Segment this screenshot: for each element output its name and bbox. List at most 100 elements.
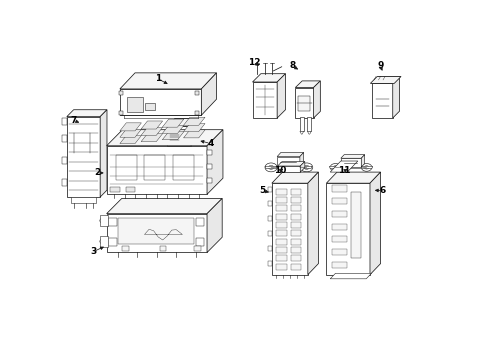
Circle shape — [300, 163, 312, 172]
Bar — [108, 219, 117, 226]
Polygon shape — [183, 117, 204, 125]
Polygon shape — [206, 177, 211, 183]
Polygon shape — [369, 172, 380, 275]
Bar — [122, 246, 128, 251]
Polygon shape — [329, 166, 372, 168]
Text: 3: 3 — [90, 247, 96, 256]
Bar — [276, 214, 286, 220]
Circle shape — [356, 255, 364, 261]
Polygon shape — [371, 84, 392, 118]
Bar — [119, 111, 123, 115]
Text: 8: 8 — [288, 62, 295, 71]
Polygon shape — [361, 155, 364, 167]
Bar — [290, 255, 301, 261]
Circle shape — [264, 163, 277, 172]
Bar — [331, 262, 346, 268]
Polygon shape — [295, 81, 320, 87]
Polygon shape — [371, 76, 399, 84]
Polygon shape — [106, 198, 222, 214]
Bar — [159, 246, 166, 251]
Polygon shape — [340, 158, 361, 167]
Polygon shape — [120, 123, 141, 131]
Bar — [125, 186, 135, 192]
Bar — [194, 111, 199, 115]
Circle shape — [78, 165, 89, 173]
Polygon shape — [307, 131, 311, 134]
Polygon shape — [106, 214, 206, 252]
Bar — [193, 246, 200, 251]
Bar — [276, 264, 286, 270]
Polygon shape — [141, 121, 163, 129]
Bar — [276, 189, 286, 195]
Polygon shape — [162, 132, 183, 140]
Circle shape — [361, 163, 371, 171]
Polygon shape — [62, 157, 67, 164]
Polygon shape — [329, 273, 371, 279]
Polygon shape — [120, 73, 216, 89]
Bar — [290, 247, 301, 253]
Polygon shape — [313, 81, 320, 118]
Polygon shape — [100, 215, 108, 226]
Polygon shape — [252, 74, 285, 82]
Bar — [276, 222, 286, 228]
Polygon shape — [127, 97, 142, 112]
Polygon shape — [106, 146, 206, 194]
Bar — [276, 247, 286, 253]
Polygon shape — [141, 134, 163, 142]
Polygon shape — [145, 103, 155, 110]
Bar — [119, 91, 123, 95]
Bar — [276, 255, 286, 261]
Polygon shape — [62, 118, 67, 125]
Bar — [350, 192, 360, 258]
Bar — [276, 205, 286, 211]
Polygon shape — [267, 202, 271, 207]
Bar — [290, 239, 301, 245]
Bar — [290, 189, 301, 195]
Bar — [276, 197, 286, 203]
Bar — [195, 238, 203, 246]
Bar — [331, 198, 346, 204]
Text: 10: 10 — [273, 166, 286, 175]
Polygon shape — [267, 246, 271, 251]
Bar — [299, 117, 303, 131]
Bar — [307, 117, 311, 131]
Bar — [276, 239, 286, 245]
Polygon shape — [369, 76, 400, 84]
Polygon shape — [267, 186, 271, 192]
Polygon shape — [277, 166, 300, 172]
Polygon shape — [300, 162, 304, 172]
Text: 4: 4 — [207, 139, 214, 148]
Polygon shape — [183, 130, 204, 138]
Polygon shape — [392, 76, 399, 118]
Polygon shape — [164, 135, 167, 141]
Circle shape — [356, 203, 364, 208]
Polygon shape — [206, 130, 223, 194]
Polygon shape — [167, 126, 190, 146]
Polygon shape — [167, 118, 198, 126]
Polygon shape — [100, 110, 107, 197]
Polygon shape — [295, 87, 313, 118]
Bar — [290, 230, 301, 237]
Polygon shape — [62, 179, 67, 186]
Text: 6: 6 — [379, 186, 385, 195]
Bar — [298, 96, 310, 111]
Polygon shape — [190, 118, 198, 146]
Polygon shape — [271, 172, 318, 183]
Polygon shape — [267, 261, 271, 266]
Polygon shape — [70, 197, 96, 203]
Polygon shape — [206, 150, 211, 156]
Bar — [108, 238, 117, 246]
Polygon shape — [326, 183, 369, 275]
Polygon shape — [106, 130, 223, 146]
Circle shape — [100, 218, 107, 223]
Circle shape — [100, 239, 107, 244]
Text: 1: 1 — [154, 74, 161, 83]
Bar — [290, 197, 301, 203]
Text: 5: 5 — [258, 186, 264, 195]
Polygon shape — [340, 155, 364, 158]
Bar — [290, 205, 301, 211]
Bar — [331, 236, 346, 242]
Bar — [331, 224, 346, 230]
Bar — [144, 156, 165, 180]
Bar — [290, 264, 301, 270]
